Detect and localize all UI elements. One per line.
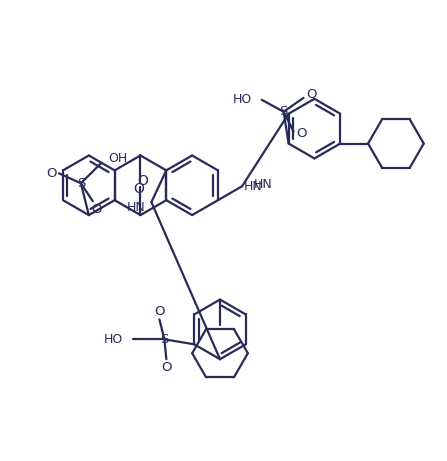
Text: HO: HO xyxy=(103,333,122,346)
Text: O: O xyxy=(46,167,56,180)
Text: S: S xyxy=(279,105,288,118)
Text: HO: HO xyxy=(232,93,252,106)
Text: OH: OH xyxy=(109,152,128,165)
Text: O: O xyxy=(306,89,317,101)
Text: O: O xyxy=(296,127,307,140)
Text: HN: HN xyxy=(244,180,263,193)
Text: O: O xyxy=(92,203,102,216)
Text: O: O xyxy=(154,305,164,318)
Text: O: O xyxy=(161,361,172,374)
Text: O: O xyxy=(133,182,144,196)
Text: S: S xyxy=(77,177,85,190)
Text: S: S xyxy=(160,333,169,346)
Text: O: O xyxy=(137,174,148,188)
Text: HN: HN xyxy=(127,201,146,213)
Text: HN: HN xyxy=(254,178,273,191)
